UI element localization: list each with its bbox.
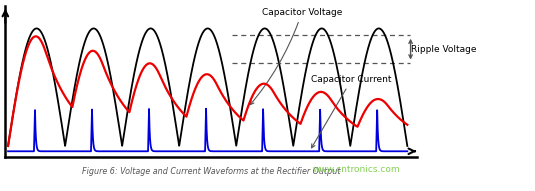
Text: www.cntronics.com: www.cntronics.com: [312, 165, 400, 174]
Text: Capacitor Voltage: Capacitor Voltage: [250, 8, 342, 105]
Text: Figure 6: Voltage and Current Waveforms at the Rectifier Output: Figure 6: Voltage and Current Waveforms …: [82, 167, 341, 176]
Text: Ripple Voltage: Ripple Voltage: [411, 45, 477, 54]
Text: Capacitor Current: Capacitor Current: [311, 75, 392, 148]
